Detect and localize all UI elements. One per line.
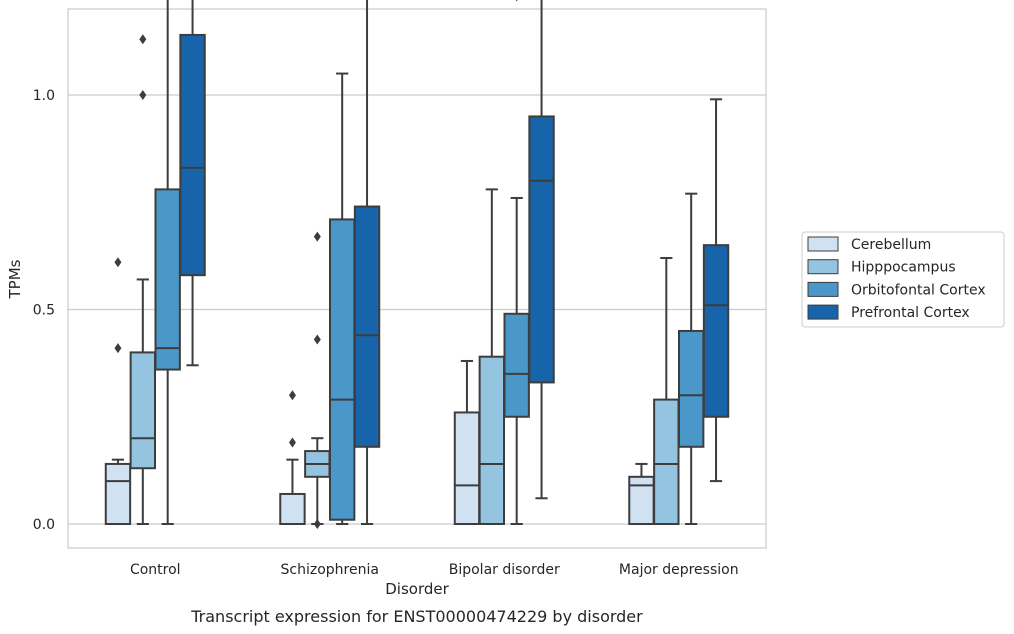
figure-caption: Transcript expression for ENST0000047422… xyxy=(190,607,643,626)
legend-label: Prefrontal Cortex xyxy=(851,305,970,321)
box-prefrontal-cortex xyxy=(179,0,206,367)
outlier-point xyxy=(288,437,296,448)
iqr-box xyxy=(353,205,381,448)
box-orbitofontal-cortex xyxy=(503,0,530,525)
iqr-box xyxy=(179,33,206,277)
iqr-box xyxy=(503,312,530,418)
iqr-box xyxy=(328,218,356,521)
y-tick-labels: 0.00.51.01.52.0 xyxy=(33,88,55,533)
y-tick-label: 0.0 xyxy=(33,517,55,533)
legend-swatch xyxy=(807,304,839,320)
legend-swatch xyxy=(807,281,839,297)
legend-label: Cerebellum xyxy=(851,237,931,253)
box-hipppocampus xyxy=(478,188,506,525)
box-orbitofontal-cortex xyxy=(154,0,181,525)
box-hipppocampus xyxy=(653,257,680,525)
legend-swatch xyxy=(807,236,839,252)
box-prefrontal-cortex xyxy=(702,98,730,483)
outlier-point xyxy=(515,0,518,2)
legend: Cerebellum Hipppocampus Orbitofontal Corte… xyxy=(801,231,1005,328)
y-tick-label: 1.0 xyxy=(33,88,55,104)
box-plots xyxy=(104,0,730,529)
box-orbitofontal-cortex xyxy=(677,192,705,525)
outlier-point xyxy=(139,34,147,45)
iqr-box xyxy=(154,188,181,371)
iqr-box xyxy=(628,475,655,525)
iqr-box xyxy=(453,411,481,525)
box-cerebellum xyxy=(453,359,481,525)
box-prefrontal-cortex xyxy=(353,0,381,525)
box-cerebellum xyxy=(279,390,306,526)
x-axis-label: Disorder xyxy=(385,580,449,598)
iqr-box xyxy=(528,115,555,384)
box-cerebellum xyxy=(104,257,132,526)
x-tick-labels: Control Schizophrenia Bipolar disorder Majo… xyxy=(130,562,739,578)
iqr-box xyxy=(702,244,730,418)
box-orbitofontal-cortex xyxy=(328,72,356,525)
box-prefrontal-cortex xyxy=(528,0,555,500)
legend-label: Orbitofontal Cortex xyxy=(851,282,986,298)
x-tick-label: Control xyxy=(130,562,181,578)
y-tick-label: 0.5 xyxy=(33,303,55,319)
iqr-box xyxy=(677,329,705,448)
legend-label: Hipppocampus xyxy=(851,260,956,276)
legend-swatch xyxy=(807,259,839,275)
outlier-point xyxy=(139,90,147,100)
outlier-point xyxy=(313,334,321,345)
box-hipppocampus xyxy=(129,34,157,525)
x-tick-label: Schizophrenia xyxy=(281,562,379,578)
box-cerebellum xyxy=(628,462,655,525)
iqr-box xyxy=(478,355,506,525)
plot-frame xyxy=(67,8,767,549)
outlier-point xyxy=(313,519,321,529)
iqr-box xyxy=(129,351,157,470)
iqr-box xyxy=(653,398,680,525)
iqr-box xyxy=(104,462,132,526)
outlier-point xyxy=(114,343,122,354)
outlier-point xyxy=(114,257,122,268)
y-axis-label: TPMs xyxy=(6,259,24,299)
x-tick-label: Bipolar disorder xyxy=(449,562,560,578)
outlier-point xyxy=(288,390,296,401)
iqr-box xyxy=(279,492,306,526)
x-tick-label: Major depression xyxy=(619,562,739,578)
legend-frame xyxy=(801,231,1005,328)
box-hipppocampus xyxy=(304,231,331,529)
outlier-point xyxy=(313,231,321,242)
